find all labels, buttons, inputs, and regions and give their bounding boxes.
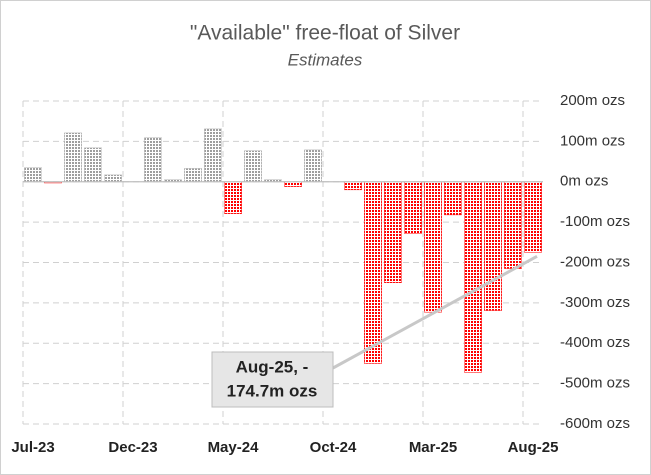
bar [304,149,322,182]
x-tick-label: Mar-25 [409,439,457,456]
bar [364,181,382,364]
y-tick-label: -400m ozs [560,334,630,351]
bar [184,168,202,183]
x-tick-label: Aug-25 [508,439,559,456]
bar [284,181,302,187]
y-tick-label: -600m ozs [560,415,630,432]
bar [524,181,542,253]
y-tick-label: 200m ozs [560,92,625,109]
bar [464,181,482,373]
bar [84,147,102,183]
chart-title: "Available" free-float of Silver [190,22,460,45]
bar [24,167,42,182]
bar [504,181,522,269]
bar [144,137,162,183]
annotation-text: 174.7m ozs [227,381,318,400]
chart-subtitle: Estimates [288,50,363,69]
x-tick-label: Oct-24 [310,439,357,456]
bar [244,150,262,183]
bar [484,181,502,311]
y-tick-label: -100m ozs [560,213,630,230]
y-tick-label: -300m ozs [560,294,630,311]
x-tick-label: May-24 [208,439,260,456]
y-tick-label: -500m ozs [560,375,630,392]
bar [204,128,222,182]
bar [404,181,422,234]
bar [444,181,462,216]
bar [104,174,122,182]
annotation-box [211,351,334,408]
bar [224,181,242,214]
annotation-text: Aug-25, - [236,357,309,376]
x-tick-label: Jul-23 [11,439,54,456]
x-tick-label: Dec-23 [108,439,157,456]
y-tick-label: 100m ozs [560,132,625,149]
bar [344,181,362,191]
y-tick-label: -200m ozs [560,253,630,270]
bar [384,181,402,283]
bar [64,132,82,183]
y-tick-label: 0m ozs [560,173,608,190]
annotation-leader [332,254,538,370]
bar [424,181,442,313]
